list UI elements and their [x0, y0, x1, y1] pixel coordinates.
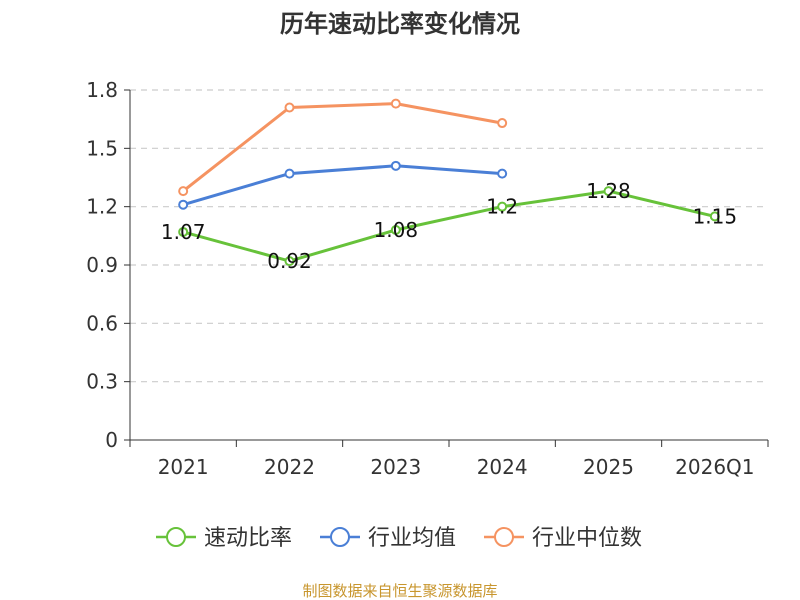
data-point — [284, 256, 295, 267]
x-tick-label: 2025 — [583, 455, 634, 479]
legend-label: 行业均值 — [368, 526, 456, 551]
legend-item-0[interactable]: 速动比率 — [156, 526, 292, 551]
data-point — [497, 118, 508, 129]
data-point — [390, 160, 401, 171]
x-tick-label: 2024 — [477, 455, 528, 479]
axes: 0 0.3 0.6 0.9 1.2 1.5 1.8 2021 2022 2023 2024 2025 2… — [86, 78, 769, 479]
legend-marker — [166, 527, 186, 547]
data-point — [390, 98, 401, 109]
y-tick-label: 0.3 — [86, 370, 118, 394]
data-point — [709, 211, 720, 222]
series-line-2 — [182, 102, 503, 193]
data-label: 0.92 — [267, 249, 312, 273]
series-lines — [178, 98, 720, 267]
data-label: 1.07 — [161, 220, 206, 244]
y-tick-label: 0 — [105, 428, 118, 452]
data-point — [284, 102, 295, 113]
legend-label: 行业中位数 — [532, 526, 642, 551]
y-tick-label: 0.9 — [86, 253, 118, 277]
data-point — [178, 199, 189, 210]
x-tick-label: 2021 — [158, 455, 209, 479]
y-tick-label: 1.5 — [86, 136, 118, 160]
source-note: 制图数据来自恒生聚源数据库 — [302, 582, 497, 600]
data-point — [497, 168, 508, 179]
legend-item-2[interactable]: 行业中位数 — [484, 526, 642, 551]
legend-item-1[interactable]: 行业均值 — [320, 526, 456, 551]
y-tick-label: 0.6 — [86, 311, 118, 335]
series-line-1 — [182, 164, 503, 207]
legend-label: 速动比率 — [204, 526, 292, 551]
data-label: 1.15 — [693, 204, 738, 228]
data-point — [178, 226, 189, 237]
data-point — [497, 201, 508, 212]
grid-lines — [130, 89, 768, 383]
series-line-0 — [182, 189, 716, 263]
data-point — [178, 186, 189, 197]
y-tick-label: 1.8 — [86, 78, 118, 102]
chart-title: 历年速动比率变化情况 — [280, 10, 520, 38]
y-tick-label: 1.2 — [86, 195, 118, 219]
x-tick-label: 2023 — [370, 455, 421, 479]
legend-marker — [330, 527, 350, 547]
x-tick-label: 2022 — [264, 455, 315, 479]
legend-marker — [494, 527, 514, 547]
data-label: 1.28 — [586, 179, 631, 203]
data-label: 1.08 — [374, 218, 419, 242]
data-labels: 1.07 0.92 1.08 1.2 1.28 1.15 — [161, 179, 737, 273]
data-label: 1.2 — [486, 195, 518, 219]
data-point — [603, 186, 614, 197]
legend: 速动比率 行业均值 行业中位数 — [156, 526, 642, 551]
x-tick-label: 2026Q1 — [675, 455, 754, 479]
data-point — [390, 225, 401, 235]
data-point — [284, 168, 295, 179]
